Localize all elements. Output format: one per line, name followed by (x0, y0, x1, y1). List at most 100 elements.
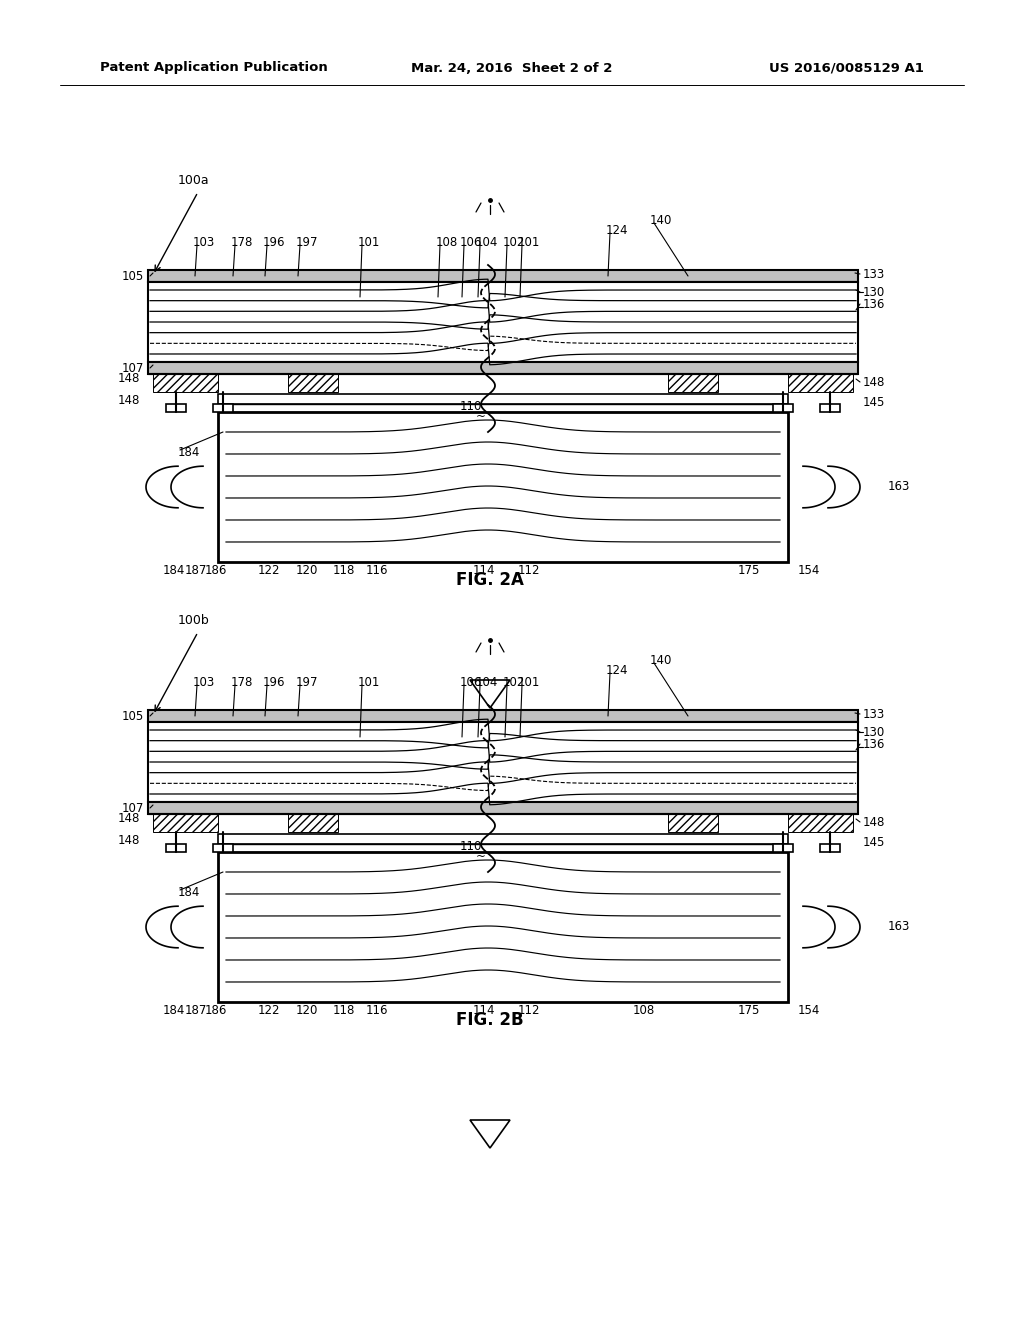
Bar (788, 374, 853, 392)
Bar (788, 814, 853, 832)
Text: 148: 148 (863, 816, 886, 829)
Text: 145: 145 (863, 396, 886, 408)
Text: Patent Application Publication: Patent Application Publication (100, 62, 328, 74)
Text: 103: 103 (193, 235, 215, 248)
Text: 100a: 100a (178, 173, 210, 186)
Bar (218, 404, 788, 412)
Text: 140: 140 (650, 214, 673, 227)
Bar (148, 362, 858, 374)
Bar (153, 374, 218, 392)
Bar (218, 412, 788, 562)
Text: 136: 136 (863, 297, 886, 310)
Bar (773, 404, 793, 412)
Text: 101: 101 (358, 235, 380, 248)
Text: 124: 124 (606, 223, 629, 236)
Text: 124: 124 (606, 664, 629, 676)
Text: 187: 187 (185, 564, 208, 577)
Text: 104: 104 (476, 235, 499, 248)
Bar (218, 843, 788, 851)
Text: 197: 197 (296, 676, 318, 689)
Text: 154: 154 (798, 1003, 820, 1016)
Bar (218, 393, 788, 404)
Text: 114: 114 (473, 564, 496, 577)
Text: 154: 154 (798, 564, 820, 577)
Text: 120: 120 (296, 1003, 318, 1016)
Text: 130: 130 (863, 285, 886, 298)
Text: 107: 107 (122, 362, 144, 375)
Text: 105: 105 (122, 710, 144, 722)
Text: 196: 196 (263, 235, 286, 248)
Bar (668, 814, 718, 832)
Text: 133: 133 (863, 708, 886, 721)
Text: 110: 110 (460, 840, 482, 853)
Text: 118: 118 (333, 1003, 355, 1016)
Text: 120: 120 (296, 564, 318, 577)
Text: 104: 104 (476, 676, 499, 689)
Bar (166, 843, 186, 851)
Text: 163: 163 (888, 480, 910, 494)
Text: 101: 101 (358, 676, 380, 689)
Bar (148, 803, 858, 814)
Text: 178: 178 (231, 235, 253, 248)
Text: 110: 110 (460, 400, 482, 412)
Text: 118: 118 (333, 564, 355, 577)
Bar (148, 271, 858, 282)
Text: 186: 186 (205, 564, 227, 577)
Text: 105: 105 (122, 269, 144, 282)
Text: 148: 148 (118, 372, 140, 385)
Text: 148: 148 (863, 375, 886, 388)
Text: 186: 186 (205, 1003, 227, 1016)
Bar (218, 834, 788, 843)
Bar (213, 404, 233, 412)
Text: 148: 148 (118, 833, 140, 846)
Bar (153, 814, 218, 832)
Bar (820, 404, 840, 412)
Text: 130: 130 (863, 726, 886, 738)
Text: 122: 122 (258, 1003, 281, 1016)
Bar (166, 404, 186, 412)
Text: 148: 148 (118, 393, 140, 407)
Text: 108: 108 (436, 235, 459, 248)
Text: 102: 102 (503, 676, 525, 689)
Text: ~: ~ (476, 409, 485, 422)
Text: Mar. 24, 2016  Sheet 2 of 2: Mar. 24, 2016 Sheet 2 of 2 (412, 62, 612, 74)
Text: 102: 102 (503, 235, 525, 248)
Text: 196: 196 (263, 676, 286, 689)
Text: 108: 108 (633, 1003, 655, 1016)
Text: 112: 112 (518, 564, 541, 577)
Text: US 2016/0085129 A1: US 2016/0085129 A1 (769, 62, 924, 74)
Text: 178: 178 (231, 676, 253, 689)
Text: 116: 116 (366, 564, 388, 577)
Bar (773, 843, 793, 851)
Text: 107: 107 (122, 801, 144, 814)
Text: 184: 184 (163, 564, 185, 577)
Text: 114: 114 (473, 1003, 496, 1016)
Text: 101: 101 (518, 235, 541, 248)
Bar (668, 374, 718, 392)
Text: 175: 175 (738, 564, 761, 577)
Text: 122: 122 (258, 564, 281, 577)
Bar (288, 374, 338, 392)
Text: 106: 106 (460, 235, 482, 248)
Bar (148, 282, 858, 362)
Bar (288, 814, 338, 832)
Text: 136: 136 (863, 738, 886, 751)
Text: 184: 184 (178, 886, 201, 899)
Bar (213, 843, 233, 851)
Text: 184: 184 (178, 446, 201, 458)
Text: 140: 140 (650, 653, 673, 667)
Text: 103: 103 (193, 676, 215, 689)
Text: 175: 175 (738, 1003, 761, 1016)
Text: 163: 163 (888, 920, 910, 933)
Text: 100b: 100b (178, 614, 210, 627)
Text: FIG. 2A: FIG. 2A (456, 572, 524, 589)
Bar (148, 722, 858, 803)
Text: 148: 148 (118, 813, 140, 825)
Text: 187: 187 (185, 1003, 208, 1016)
Text: 145: 145 (863, 836, 886, 849)
Bar (218, 851, 788, 1002)
Text: 184: 184 (163, 1003, 185, 1016)
Bar (148, 710, 858, 722)
Text: ~: ~ (476, 850, 485, 862)
Text: FIG. 2B: FIG. 2B (456, 1011, 524, 1030)
